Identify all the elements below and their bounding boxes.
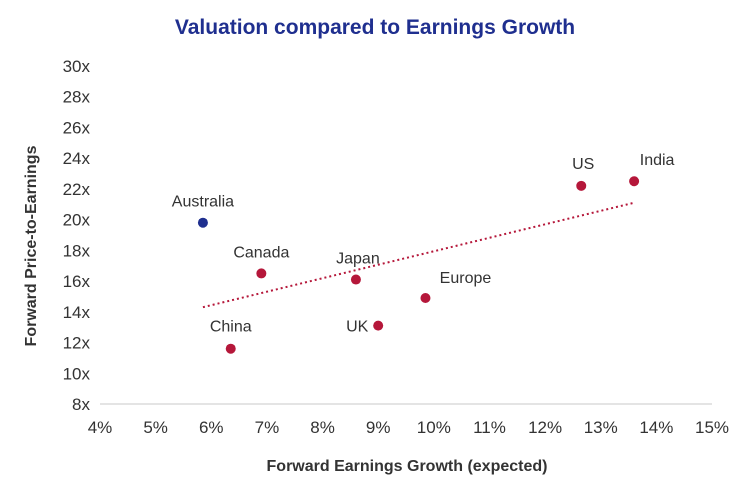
x-tick-label: 8% (310, 418, 335, 437)
y-tick-label: 10x (63, 364, 91, 383)
y-axis-label: Forward Price-to-Earnings (23, 145, 40, 346)
data-point (350, 274, 361, 285)
x-tick-label: 10% (417, 418, 451, 437)
x-tick-label: 15% (695, 418, 729, 437)
data-point (256, 268, 267, 279)
point-label: China (210, 319, 252, 336)
x-tick-label: 9% (366, 418, 391, 437)
point-label: Canada (233, 244, 289, 261)
x-tick-label: 13% (584, 418, 618, 437)
point-label: India (640, 152, 675, 169)
point-label: Europe (440, 270, 492, 287)
data-point (225, 343, 236, 354)
data-point (373, 320, 384, 331)
x-tick-label: 7% (255, 418, 280, 437)
x-tick-label: 6% (199, 418, 224, 437)
y-tick-label: 18x (63, 241, 91, 260)
x-axis-label: Forward Earnings Growth (expected) (267, 458, 548, 475)
y-tick-label: 14x (63, 303, 91, 322)
point-label: US (572, 156, 594, 173)
trendline (202, 201, 635, 309)
y-tick-label: 20x (63, 211, 91, 230)
y-tick-label: 22x (63, 180, 91, 199)
data-point (629, 176, 640, 187)
data-point (576, 180, 587, 191)
data-point (197, 217, 208, 228)
x-tick-label: 12% (528, 418, 562, 437)
y-tick-labels: 8x 10x 12x 14x 16x 18x 20x 22x 24x 26x 28x 30x (63, 57, 91, 414)
point-labels: Australia Canada China Japan UK Europe US India (172, 152, 675, 335)
y-tick-label: 24x (63, 149, 91, 168)
y-tick-label: 28x (63, 88, 91, 107)
point-label: Japan (336, 251, 380, 268)
y-tick-label: 26x (63, 118, 91, 137)
x-tick-label: 11% (473, 418, 506, 437)
chart-title: Valuation compared to Earnings Growth (174, 16, 576, 39)
y-tick-label: 16x (63, 272, 91, 291)
data-points (197, 176, 640, 354)
y-tick-label: 8x (72, 395, 90, 414)
x-tick-label: 4% (88, 418, 113, 437)
x-tick-label: 5% (143, 418, 168, 437)
point-label: Australia (172, 194, 234, 211)
x-tick-labels: 4% 5% 6% 7% 8% 9% 10% 11% 12% 13% 14% 15% (88, 418, 729, 437)
y-tick-label: 12x (63, 334, 91, 353)
trendline-group (202, 201, 635, 309)
x-tick-label: 14% (639, 418, 673, 437)
point-label: UK (346, 319, 369, 336)
y-tick-label: 30x (63, 57, 91, 76)
data-point (420, 292, 431, 303)
